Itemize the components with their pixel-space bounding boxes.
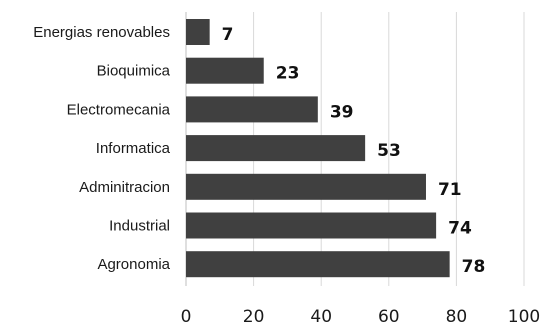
category-label: Informatica: [96, 140, 171, 157]
bar: [186, 96, 318, 123]
category-label: Energias renovables: [33, 24, 170, 41]
x-tick-label: 40: [310, 307, 332, 327]
bars: [186, 19, 450, 278]
bar: [186, 251, 450, 278]
x-axis-tick-labels: 0 20 40 60 80 100: [181, 307, 541, 327]
category-label: Electromecania: [67, 101, 171, 118]
value-label: 7: [222, 25, 234, 45]
value-label: 74: [448, 219, 472, 239]
value-label: 23: [276, 64, 300, 84]
category-label: Industrial: [109, 218, 170, 235]
category-label: Agronomia: [97, 256, 170, 273]
x-tick-label: 60: [378, 307, 400, 327]
value-label: 39: [330, 102, 354, 122]
bar: [186, 212, 437, 239]
x-tick-label: 80: [446, 307, 468, 327]
bar: [186, 57, 264, 84]
category-label: Adminitracion: [79, 179, 170, 196]
x-tick-label: 100: [508, 307, 540, 327]
bar: [186, 135, 366, 162]
value-label: 71: [438, 180, 462, 200]
bar: [186, 173, 426, 200]
category-label: Bioquimica: [97, 63, 171, 80]
bar: [186, 19, 210, 45]
category-labels: Energias renovables Bioquimica Electromeca…: [33, 24, 170, 273]
value-label: 53: [377, 141, 401, 161]
value-label: 78: [462, 257, 486, 277]
x-tick-label: 0: [181, 307, 192, 327]
value-labels: 7 23 39 53 71 74 78: [222, 25, 486, 277]
x-tick-label: 20: [243, 307, 265, 327]
